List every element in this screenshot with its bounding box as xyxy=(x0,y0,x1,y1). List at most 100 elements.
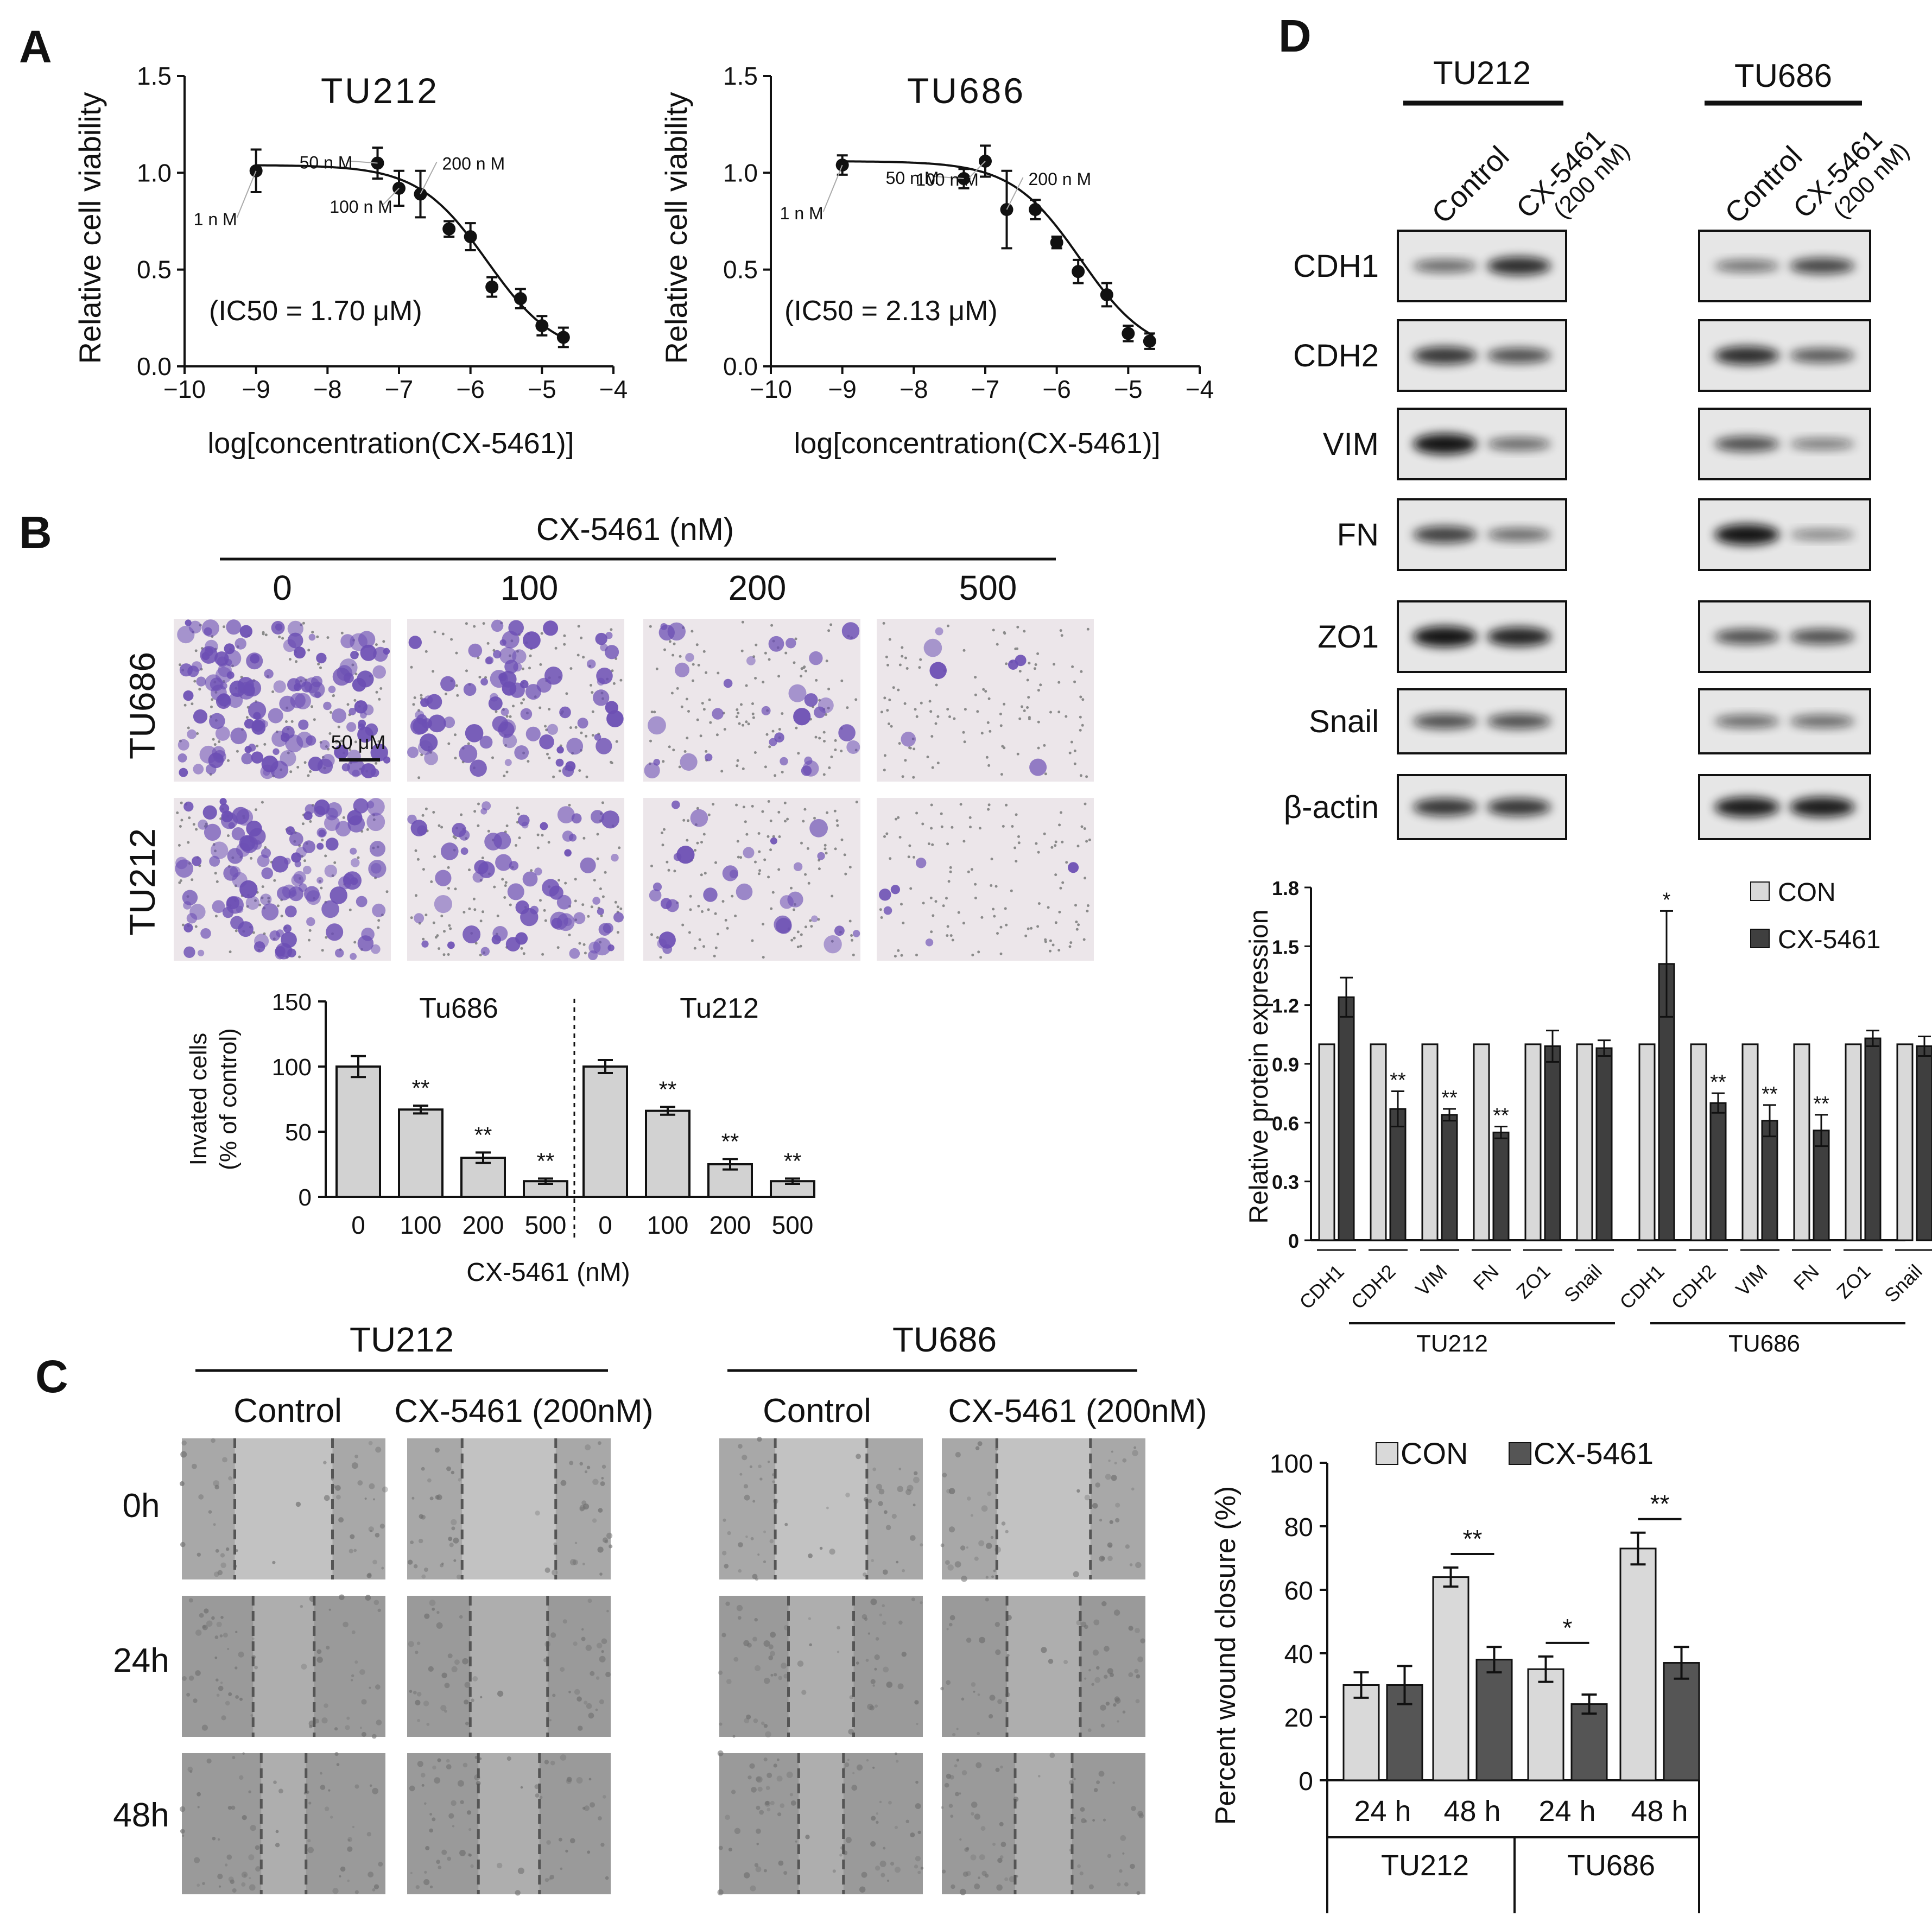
wound-image-tile xyxy=(718,1596,923,1738)
pore-dot xyxy=(432,921,435,924)
stained-cell xyxy=(303,866,312,874)
pore-dot xyxy=(433,855,436,858)
cell-speck xyxy=(588,1712,594,1719)
stained-cell xyxy=(809,819,828,838)
stained-cell xyxy=(463,925,481,943)
pore-dot xyxy=(769,848,772,852)
pore-dot xyxy=(516,807,519,809)
pore-dot xyxy=(1058,823,1061,827)
stained-cell xyxy=(370,744,388,762)
pore-dot xyxy=(996,643,999,646)
cell-speck xyxy=(598,1816,602,1820)
pore-dot xyxy=(179,663,181,667)
legend-swatch-cx5461 xyxy=(1509,1442,1531,1465)
pore-dot xyxy=(753,751,757,754)
pore-dot xyxy=(804,873,807,876)
pore-dot xyxy=(515,844,517,847)
cell-speck xyxy=(875,1866,881,1871)
pore-dot xyxy=(289,770,293,773)
cell-speck xyxy=(349,1549,353,1553)
pore-dot xyxy=(751,804,754,808)
cell-speck xyxy=(1041,1647,1047,1653)
cell-speck xyxy=(425,1846,430,1850)
pore-dot xyxy=(827,687,831,690)
stained-cell xyxy=(468,643,483,658)
cell-speck xyxy=(961,1697,965,1701)
cell-speck xyxy=(1000,1842,1006,1848)
cell-speck xyxy=(192,1463,197,1469)
pore-dot xyxy=(529,654,532,657)
stained-cell xyxy=(507,883,524,900)
cell-speck xyxy=(272,1560,276,1564)
stained-cell xyxy=(780,895,794,909)
bar-cx5461 xyxy=(1570,1703,1608,1781)
cell-speck xyxy=(216,1693,220,1697)
pore-dot xyxy=(580,636,583,639)
pore-dot xyxy=(712,803,715,806)
cell-speck xyxy=(977,1441,983,1446)
x-tick-label: −7 xyxy=(971,375,999,403)
pore-dot xyxy=(1049,949,1051,953)
cell-speck xyxy=(408,1559,413,1565)
cell-speck xyxy=(497,1690,504,1697)
cell-speck xyxy=(985,1576,989,1579)
pore-dot xyxy=(1036,925,1040,928)
stained-cell xyxy=(231,827,245,841)
x-tick-label: 24 h xyxy=(1354,1795,1411,1828)
cell-speck xyxy=(989,1714,993,1719)
cell-speck xyxy=(436,1860,440,1864)
stained-cell xyxy=(536,677,552,693)
pore-dot xyxy=(799,944,802,948)
cell-speck xyxy=(1107,1668,1113,1674)
cell-speck xyxy=(772,1480,775,1483)
stained-cell xyxy=(254,941,265,953)
cell-speck xyxy=(216,1621,222,1627)
x-tick-label: CDH1 xyxy=(1615,1260,1668,1314)
cell-speck xyxy=(275,1843,280,1848)
cell-speck xyxy=(444,1683,450,1689)
cell-speck xyxy=(971,1801,978,1808)
cell-speck xyxy=(592,1479,599,1485)
stained-cell xyxy=(335,821,351,837)
pore-dot xyxy=(751,712,755,715)
x-axis-label: CX-5461 (nM) xyxy=(466,1258,630,1287)
pore-dot xyxy=(465,622,468,625)
stained-cell xyxy=(178,753,187,763)
cell-speck xyxy=(1113,1703,1117,1707)
fit-curve xyxy=(842,160,1154,337)
pore-dot xyxy=(827,629,831,632)
pore-dot xyxy=(540,632,543,635)
pore-dot xyxy=(949,934,953,937)
cell-speck xyxy=(180,1806,186,1812)
pore-dot xyxy=(321,949,324,952)
pore-dot xyxy=(541,834,544,837)
pore-dot xyxy=(290,720,294,723)
stained-cell xyxy=(595,632,607,645)
pore-dot xyxy=(195,828,198,831)
cell-speck xyxy=(852,1772,855,1774)
pore-dot xyxy=(649,739,652,743)
pore-dot xyxy=(1043,832,1046,835)
pore-dot xyxy=(591,710,594,713)
cell-speck xyxy=(347,1837,353,1842)
stained-cell xyxy=(330,886,347,904)
pore-dot xyxy=(999,724,1003,727)
cell-speck xyxy=(861,1871,867,1878)
cell-speck xyxy=(213,1571,219,1577)
cell-speck xyxy=(920,1601,923,1604)
cell-speck xyxy=(332,1888,339,1894)
cell-speck xyxy=(1135,1699,1140,1704)
cell-speck xyxy=(417,1718,421,1722)
stained-cell xyxy=(1029,758,1047,776)
stained-cell xyxy=(418,740,433,755)
stained-cell xyxy=(520,708,533,720)
y-tick-label: 0.0 xyxy=(137,352,172,380)
protein-band xyxy=(1714,797,1780,817)
pore-dot xyxy=(552,775,555,778)
pore-dot xyxy=(909,746,912,750)
cell-speck xyxy=(1113,1609,1120,1616)
pore-dot xyxy=(377,926,380,929)
pore-dot xyxy=(178,881,181,884)
stained-cell xyxy=(644,762,660,779)
pore-dot xyxy=(959,803,962,806)
